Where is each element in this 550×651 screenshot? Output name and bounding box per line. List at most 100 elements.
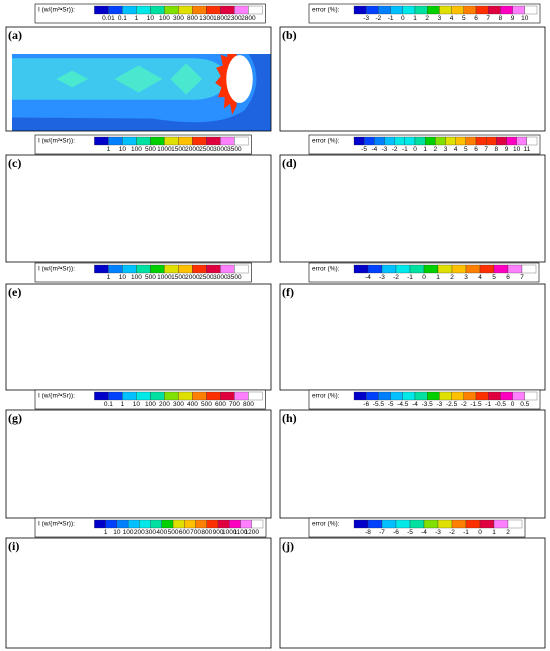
colorbar-swatch: [192, 136, 207, 146]
jet-core: [389, 450, 437, 478]
panel-label: (b): [282, 28, 297, 42]
jet-core: [170, 192, 202, 224]
colorbar-tick-label: -3: [382, 146, 388, 153]
colorbar-swatch: [240, 519, 252, 529]
colorbar-tick-label: 1: [107, 274, 111, 281]
colorbar-title: error (%):: [312, 393, 340, 400]
colorbar-tick-label: -5: [407, 529, 413, 536]
colorbar-tick-label: 0: [401, 15, 405, 22]
colorbar-tick-label: -5: [361, 146, 367, 153]
jet-core: [56, 200, 88, 217]
colorbar-swatch: [206, 391, 221, 401]
colorbar-tick-label: 100: [131, 146, 142, 153]
panel-frame: [5, 409, 272, 519]
sphere: [500, 439, 527, 489]
colorbar-tick-label: 6: [474, 15, 478, 22]
colorbar-tick-label: 5: [462, 15, 466, 22]
colorbar-swatch: [178, 5, 193, 15]
jet-core: [444, 448, 476, 480]
colorbar-swatch: [479, 519, 495, 529]
jet-core: [170, 577, 202, 610]
colorbar-tick-label: 800: [201, 529, 212, 536]
panel-label: (i): [8, 539, 19, 553]
field: [12, 54, 271, 131]
colorbar-swatch: [366, 5, 379, 15]
colorbar-swatch: [108, 5, 123, 15]
field-background: [6, 155, 271, 262]
jet: [280, 58, 503, 100]
jet-core: [330, 200, 362, 217]
colorbar-swatch: [437, 264, 453, 274]
sphere: [500, 313, 527, 362]
colorbar-tick-label: 700: [190, 529, 201, 536]
colorbar-swatch: [402, 391, 416, 401]
shock-layer: [6, 419, 256, 509]
colorbar-swatch: [475, 391, 489, 401]
colorbar-tick-label: -2: [376, 15, 382, 22]
colorbar-title: error (%):: [312, 7, 340, 14]
colorbar-swatch: [395, 264, 411, 274]
colorbar-swatch: [150, 5, 165, 15]
colorbar-swatch: [524, 391, 538, 401]
colorbar-tick-label: 400: [156, 529, 167, 536]
colorbar-swatch: [486, 136, 497, 146]
colorbar-swatch: [150, 264, 165, 274]
panel: I (w/(m²•Sr)): 0.01 0.1 1 10 100 300 800 1300 180…: [5, 3, 272, 132]
colorbar-swatch: [116, 519, 129, 529]
jet-core: [444, 63, 476, 94]
colorbar-tick-label: -3: [363, 15, 369, 22]
jet-core: [115, 323, 163, 351]
colorbar-tick-label: 0.1: [118, 15, 127, 22]
colorbar-swatch: [192, 264, 207, 274]
colorbar-swatch: [465, 264, 481, 274]
colorbar-swatch: [500, 391, 513, 401]
colorbar-swatch: [164, 5, 179, 15]
panel-frame: [279, 26, 546, 132]
colorbar-swatch: [105, 519, 118, 529]
colorbar-title: error (%):: [312, 138, 340, 145]
colorbar-swatch: [122, 5, 137, 15]
field-background: [280, 410, 545, 518]
colorbar-tick-label: 0.1: [104, 401, 113, 408]
colorbar-swatch: [206, 136, 221, 146]
colorbar-swatch: [122, 264, 137, 274]
colorbar-tick-label: 5: [464, 146, 468, 153]
colorbar-tick-label: 1: [436, 274, 440, 281]
jet-core: [389, 579, 437, 608]
colorbar-tick-label: 3: [444, 146, 448, 153]
colorbar-swatch: [206, 5, 221, 15]
colorbar-tick-label: -5.5: [373, 401, 385, 408]
colorbar-tick-label: -4: [412, 401, 418, 408]
colorbar-tick-label: 10: [119, 274, 127, 281]
panel-frame: [5, 26, 272, 132]
colorbar-swatch: [493, 519, 509, 529]
colorbar-title: error (%):: [312, 266, 340, 273]
sphere: [226, 568, 253, 619]
colorbar-swatch: [108, 264, 123, 274]
colorbar-tick-label: 9: [511, 15, 515, 22]
sphere: [226, 439, 253, 489]
panel-label: (a): [8, 28, 22, 42]
colorbar-tick-label: 300: [145, 529, 156, 536]
colorbar-swatch: [220, 136, 235, 146]
colorbar-swatch: [364, 136, 375, 146]
colorbar-tick-label: 2: [450, 274, 454, 281]
panel: error (%): -3 -2 -1 0 1 2 3 4 5 6 7 8 9 10 (b): [279, 3, 546, 132]
field-background: [280, 284, 545, 390]
colorbar-tick-label: -1: [485, 401, 491, 408]
colorbar-tick-label: -4: [371, 146, 377, 153]
colorbar-swatch: [150, 136, 165, 146]
colorbar-swatch: [395, 519, 411, 529]
colorbar-swatch: [164, 136, 179, 146]
colorbar-tick-label: 400: [187, 401, 198, 408]
panel-frame: [5, 154, 272, 263]
jet-core: [330, 329, 362, 346]
colorbar-swatch: [122, 136, 137, 146]
jet-core: [170, 448, 202, 480]
colorbar-tick-label: -2: [393, 274, 399, 281]
panel: error (%): -6 -5.5 -5 -4.5 -4 -3.5 -3 -2.5 -2 -1.5…: [279, 389, 546, 519]
colorbar-swatch: [409, 519, 425, 529]
colorbar-swatch: [234, 391, 249, 401]
jet-core: [444, 192, 476, 224]
